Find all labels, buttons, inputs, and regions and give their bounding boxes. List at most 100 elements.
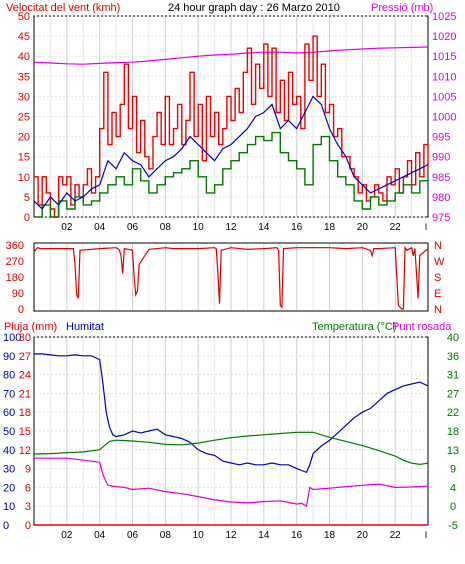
time-tick-label: 10 [193,530,205,541]
temperature-tick-label: 13 [447,445,459,457]
wind-tick-label: 50 [18,11,30,23]
wind-green-series [34,131,429,218]
pressure-tick-label: 1015 [432,51,456,63]
humidity-series [34,353,429,474]
wind-direction-series [33,245,429,310]
time-tick-label: 08 [160,530,172,541]
compass-tick-label: N [434,240,442,252]
rain-tick-label: 3 [25,501,31,513]
pressure-series [33,46,429,65]
pressure-tick-label: 1025 [432,11,456,23]
data-series [33,35,429,526]
direction-tick-label: 360 [6,240,24,252]
pressure-tick-label: 990 [432,152,450,164]
time-tick-label: 04 [94,222,106,233]
temperature-tick-label: 0 [450,501,456,513]
temperature-tick-label: 36 [447,351,459,363]
wind-tick-label: 40 [18,51,30,63]
humidity-tick-label: 40 [3,445,15,457]
end-tick-label: I [425,222,428,232]
time-tick-label: 20 [357,222,369,233]
pressure-tick-label: 1020 [432,31,456,43]
time-tick-label: 20 [357,530,369,541]
humidity-tick-label: 30 [3,464,15,476]
wind-tick-label: 25 [18,112,30,124]
temperature-tick-label: 40 [447,332,459,344]
temperature-tick-label: 27 [447,388,459,400]
temperature-tick-label: 31 [447,370,459,382]
time-tick-label: 02 [61,222,73,233]
direction-tick-label: 180 [6,272,24,284]
pressure-tick-label: 1000 [432,112,456,124]
direction-tick-label: 0 [18,304,24,316]
pressure-axis-title: Pressió (mb) [371,2,433,14]
humidity-tick-label: 10 [3,501,15,513]
wind-average-series [33,95,429,210]
compass-tick-label: S [434,272,441,284]
time-tick-label: 14 [258,530,270,541]
pressure-tick-label: 985 [432,172,450,184]
dewpoint-series [34,457,429,508]
time-tick-label: 04 [94,530,106,541]
humidity-tick-label: 20 [3,482,15,494]
rain-axis-title: Pluja (mm) [4,321,57,333]
time-tick-label: 06 [127,530,139,541]
wind-speed-axis-title: Velocitat del vent (kmh) [6,2,120,14]
rain-tick-label: 6 [25,482,31,494]
temperature-tick-label: -5 [448,520,458,532]
time-tick-label: 16 [291,530,303,541]
time-tick-label: 22 [390,530,402,541]
time-tick-label: 06 [127,222,139,233]
rain-tick-label: 12 [19,445,31,457]
pressure-tick-label: 975 [432,212,450,224]
wind-tick-label: 15 [18,152,30,164]
rain-tick-label: 27 [19,351,31,363]
pressure-tick-label: 980 [432,192,450,204]
temperature-tick-label: 9 [450,464,456,476]
tick-labels: 02 04 06 08 10 12 14 16 18 20 22 I02 04 06 08 10 12 14 16 1… [3,11,459,541]
pressure-tick-label: 1010 [432,71,456,83]
wind-tick-label: 0 [24,212,30,224]
time-tick-label: 02 [61,530,73,541]
time-tick-label: 18 [324,530,336,541]
temperature-tick-label: 4 [450,482,456,494]
rain-tick-label: 21 [19,388,31,400]
chart-title: 24 hour graph day : 26 Marzo 2010 [168,2,340,14]
time-tick-label: 08 [160,222,172,233]
temperature-series [33,431,429,466]
wind-tick-label: 20 [18,132,30,144]
time-tick-label: 22 [390,222,402,233]
time-tick-label: 14 [258,222,270,233]
compass-tick-label: N [434,304,442,316]
humidity-tick-label: 90 [3,351,15,363]
compass-tick-label: E [434,288,441,300]
humidity-tick-label: 80 [3,370,15,382]
temperature-axis-title: Temperatura (°C) [312,321,396,333]
dewpoint-axis-title: Punt rosada [392,321,452,333]
rain-tick-label: 9 [25,464,31,476]
humidity-tick-label: 50 [3,426,15,438]
time-tick-label: 12 [225,222,237,233]
temperature-tick-label: 18 [447,426,459,438]
end-tick-label: I [425,530,428,540]
rain-tick-label: 0 [25,520,31,532]
pressure-tick-label: 1005 [432,91,456,103]
rain-tick-label: 15 [19,426,31,438]
time-tick-label: 10 [193,222,205,233]
humidity-tick-label: 100 [3,332,21,344]
rain-tick-label: 30 [19,332,31,344]
humidity-tick-label: 0 [3,520,9,532]
time-tick-label: 18 [324,222,336,233]
wind-tick-label: 35 [18,71,30,83]
wind-tick-label: 45 [18,31,30,43]
rain-tick-label: 18 [19,407,31,419]
time-tick-label: 16 [291,222,303,233]
pressure-tick-label: 995 [432,132,450,144]
time-tick-label: 12 [225,530,237,541]
direction-tick-label: 90 [12,288,24,300]
wind-tick-label: 5 [24,192,30,204]
rain-tick-label: 24 [19,370,31,382]
wind-tick-label: 30 [18,91,30,103]
humidity-tick-label: 60 [3,407,15,419]
